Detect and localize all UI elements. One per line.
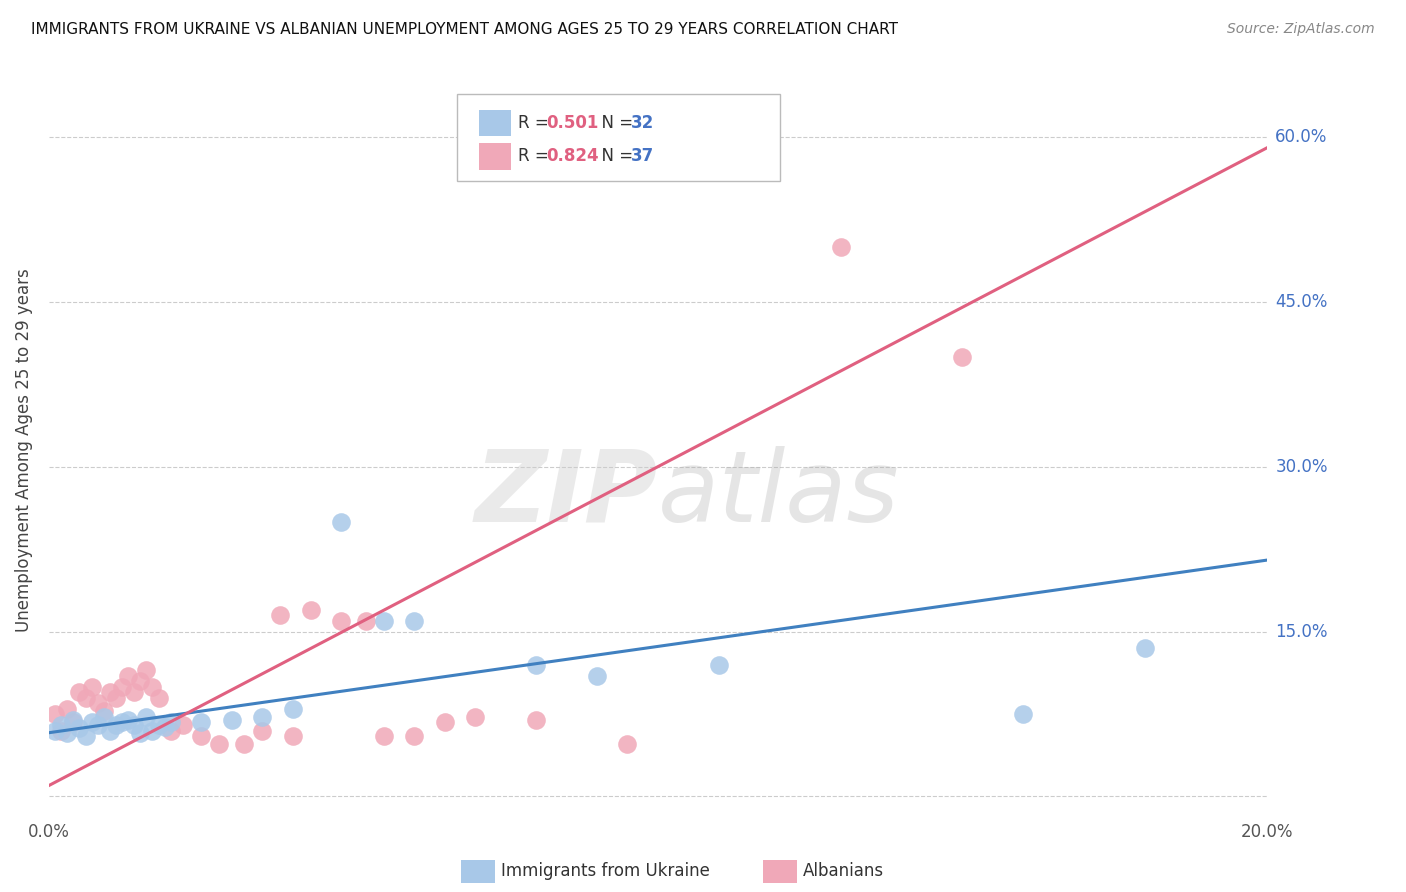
- Point: [75, 690, 97, 705]
- Point: [129, 673, 152, 688]
- Text: 15.0%: 15.0%: [1275, 623, 1327, 640]
- Point: [299, 602, 322, 616]
- Text: Source: ZipAtlas.com: Source: ZipAtlas.com: [1227, 22, 1375, 37]
- Text: 30.0%: 30.0%: [1275, 458, 1327, 475]
- Text: 37: 37: [631, 147, 654, 165]
- Point: [250, 710, 273, 724]
- Point: [269, 608, 291, 623]
- Point: [373, 729, 395, 743]
- Text: 32: 32: [631, 114, 654, 132]
- Point: [190, 714, 212, 729]
- Point: [141, 680, 163, 694]
- Point: [952, 350, 974, 364]
- Y-axis label: Unemployment Among Ages 25 to 29 years: Unemployment Among Ages 25 to 29 years: [15, 268, 32, 632]
- Text: N =: N =: [591, 114, 638, 132]
- Point: [122, 718, 145, 732]
- Point: [354, 614, 377, 628]
- Point: [153, 720, 176, 734]
- Text: 60.0%: 60.0%: [1275, 128, 1327, 146]
- Point: [404, 614, 426, 628]
- FancyBboxPatch shape: [479, 110, 510, 136]
- Point: [281, 729, 304, 743]
- Point: [1133, 641, 1156, 656]
- Point: [404, 729, 426, 743]
- Point: [98, 685, 121, 699]
- Point: [111, 680, 134, 694]
- Point: [117, 668, 139, 682]
- Point: [49, 723, 72, 738]
- Point: [373, 614, 395, 628]
- Point: [433, 714, 456, 729]
- Point: [232, 737, 254, 751]
- Point: [122, 685, 145, 699]
- Point: [75, 729, 97, 743]
- Point: [111, 714, 134, 729]
- Point: [586, 668, 609, 682]
- Point: [330, 515, 353, 529]
- Point: [190, 729, 212, 743]
- Point: [524, 713, 547, 727]
- Point: [49, 718, 72, 732]
- Point: [281, 701, 304, 715]
- Text: 0.501: 0.501: [546, 114, 599, 132]
- Point: [93, 710, 115, 724]
- Point: [330, 614, 353, 628]
- Point: [67, 685, 90, 699]
- Point: [250, 723, 273, 738]
- Point: [62, 713, 84, 727]
- Point: [830, 240, 852, 254]
- Point: [141, 723, 163, 738]
- Point: [56, 725, 79, 739]
- Point: [524, 657, 547, 672]
- Text: N =: N =: [591, 147, 638, 165]
- Point: [80, 680, 103, 694]
- Point: [159, 723, 181, 738]
- Point: [62, 714, 84, 729]
- Text: 0.824: 0.824: [546, 147, 599, 165]
- Point: [104, 690, 127, 705]
- FancyBboxPatch shape: [457, 95, 780, 181]
- Point: [1012, 706, 1035, 721]
- Point: [86, 718, 108, 732]
- Point: [67, 721, 90, 735]
- Point: [98, 723, 121, 738]
- Point: [208, 737, 231, 751]
- Text: ZIP: ZIP: [475, 446, 658, 543]
- Point: [104, 718, 127, 732]
- Point: [221, 713, 243, 727]
- Point: [148, 690, 170, 705]
- Point: [707, 657, 730, 672]
- Text: R =: R =: [517, 114, 554, 132]
- Point: [148, 718, 170, 732]
- FancyBboxPatch shape: [479, 143, 510, 169]
- Point: [86, 696, 108, 710]
- Point: [44, 706, 66, 721]
- Text: R =: R =: [517, 147, 554, 165]
- Point: [616, 737, 638, 751]
- Point: [159, 714, 181, 729]
- Point: [129, 725, 152, 739]
- Text: Immigrants from Ukraine: Immigrants from Ukraine: [501, 863, 710, 880]
- Point: [135, 710, 157, 724]
- Point: [80, 714, 103, 729]
- Point: [172, 718, 194, 732]
- Text: Albanians: Albanians: [803, 863, 884, 880]
- Text: IMMIGRANTS FROM UKRAINE VS ALBANIAN UNEMPLOYMENT AMONG AGES 25 TO 29 YEARS CORRE: IMMIGRANTS FROM UKRAINE VS ALBANIAN UNEM…: [31, 22, 898, 37]
- Text: 45.0%: 45.0%: [1275, 293, 1327, 310]
- Point: [117, 713, 139, 727]
- Point: [93, 704, 115, 718]
- Point: [56, 701, 79, 715]
- Point: [464, 710, 486, 724]
- Point: [44, 723, 66, 738]
- Point: [135, 663, 157, 677]
- Text: atlas: atlas: [658, 446, 900, 543]
